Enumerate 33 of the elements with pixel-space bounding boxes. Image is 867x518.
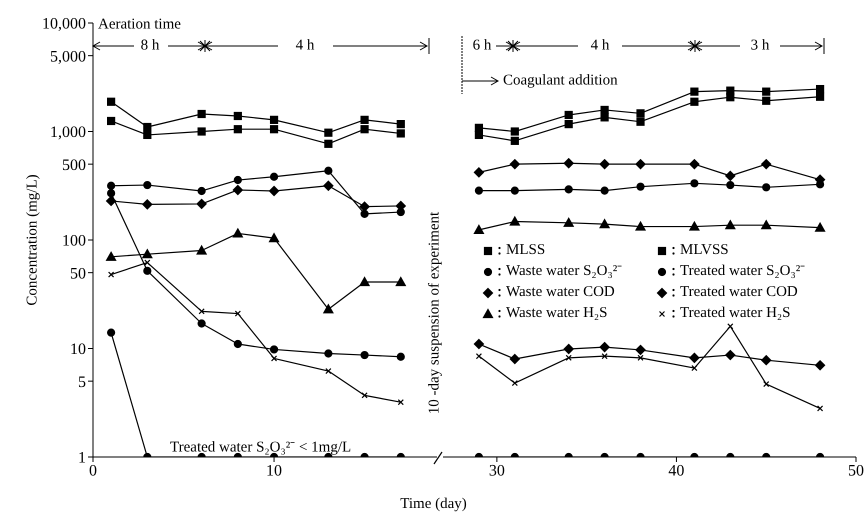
annotation: 10 -day suspension of experiment	[426, 210, 442, 414]
legend-label: MLVSS	[680, 241, 729, 260]
y-tick-label: 1,000	[50, 124, 86, 142]
y-tick-label: 5	[78, 374, 86, 391]
y-tick-label: 50	[70, 265, 86, 282]
y-tick-label: 5,000	[50, 48, 86, 66]
legend-label: MLSS	[506, 241, 546, 260]
annotation: 4 h	[296, 37, 315, 54]
legend-label: Treated water COD	[680, 283, 798, 302]
x-tick-label: 10	[266, 462, 282, 480]
y-tick-label: 1	[78, 450, 86, 467]
y-tick-label: 10	[70, 341, 86, 358]
legend-label: Treated water H₂S	[680, 304, 790, 323]
x-tick-label: 50	[848, 462, 864, 480]
legend-label: Waste water COD	[506, 283, 615, 302]
y-tick-label: 500	[62, 156, 86, 174]
x-tick-label: 40	[668, 462, 684, 480]
legend-label: Waste water S₂O₃²⁻	[506, 262, 622, 281]
y-tick-label: 10,000	[42, 16, 86, 33]
x-tick-label: 30	[488, 462, 505, 480]
annotation: Coagulant addition	[503, 72, 618, 88]
annotation: 6 h	[472, 37, 492, 54]
legend-label: Treated water S₂O₃²⁻	[680, 262, 806, 281]
annotation: 3 h	[750, 37, 770, 54]
y-axis-title: Concentration (mg/L)	[24, 174, 40, 306]
y-tick-label: 100	[62, 232, 86, 250]
legend-label: Waste water H₂S	[506, 304, 608, 323]
x-axis-title: Time (day)	[399, 496, 468, 513]
annotation: 4 h	[590, 37, 610, 54]
annotation: Treated water S₂O₃²⁻ < 1mg/L	[170, 439, 352, 456]
annotation: 8 h	[140, 37, 160, 54]
annotation: Aeration time	[98, 16, 182, 32]
x-tick-label: 0	[89, 462, 97, 480]
